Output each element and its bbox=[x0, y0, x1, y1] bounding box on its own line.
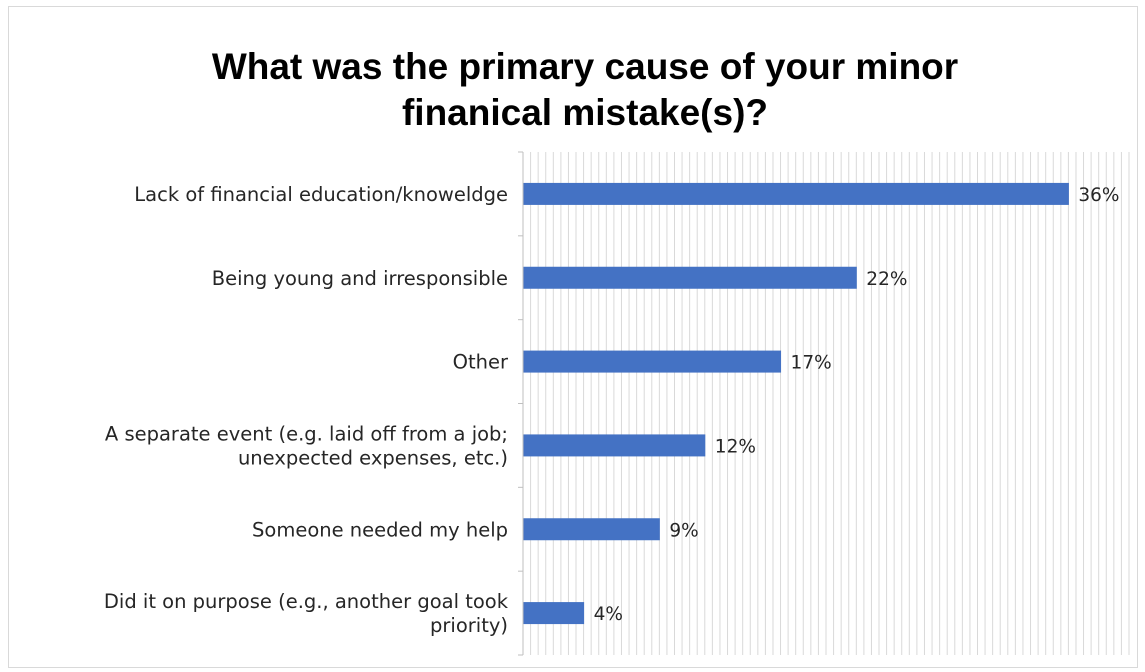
data-label: 9% bbox=[669, 520, 698, 541]
category-label: Someone needed my help bbox=[252, 518, 508, 541]
data-label: 4% bbox=[594, 604, 623, 625]
chart-frame: What was the primary cause of your minor… bbox=[8, 6, 1138, 668]
category-label: Being young and irresponsible bbox=[212, 267, 508, 290]
data-label: 12% bbox=[715, 436, 756, 457]
chart-title-line-1: What was the primary cause of your minor bbox=[212, 46, 958, 87]
bar bbox=[523, 602, 585, 625]
bar bbox=[523, 266, 857, 289]
category-label: Lack of financial education/knoweldge bbox=[134, 183, 508, 206]
category-label: Did it on purpose (e.g., another goal to… bbox=[104, 590, 509, 613]
bar bbox=[523, 350, 782, 373]
category-label: unexpected expenses, etc.) bbox=[238, 446, 508, 469]
bar bbox=[523, 182, 1069, 205]
data-labels: 36% 22% 17% 12% 9% 4% bbox=[594, 185, 1120, 625]
data-label: 17% bbox=[791, 353, 832, 374]
chart-title-line-2: finanical mistake(s)? bbox=[402, 92, 768, 133]
bar-chart: What was the primary cause of your minor… bbox=[104, 46, 1130, 656]
data-label: 22% bbox=[866, 269, 907, 290]
bar bbox=[523, 434, 706, 457]
bars bbox=[523, 182, 1069, 625]
gridlines bbox=[530, 152, 1130, 655]
bar bbox=[523, 518, 660, 541]
category-axis bbox=[518, 151, 524, 656]
data-label: 36% bbox=[1078, 185, 1119, 206]
chart-title: What was the primary cause of your minor… bbox=[212, 46, 958, 133]
category-label: A separate event (e.g. laid off from a j… bbox=[105, 422, 508, 445]
category-label: Other bbox=[453, 351, 509, 374]
category-labels: Lack of financial education/knoweldge Bei… bbox=[104, 183, 509, 637]
category-label: priority) bbox=[430, 614, 508, 637]
